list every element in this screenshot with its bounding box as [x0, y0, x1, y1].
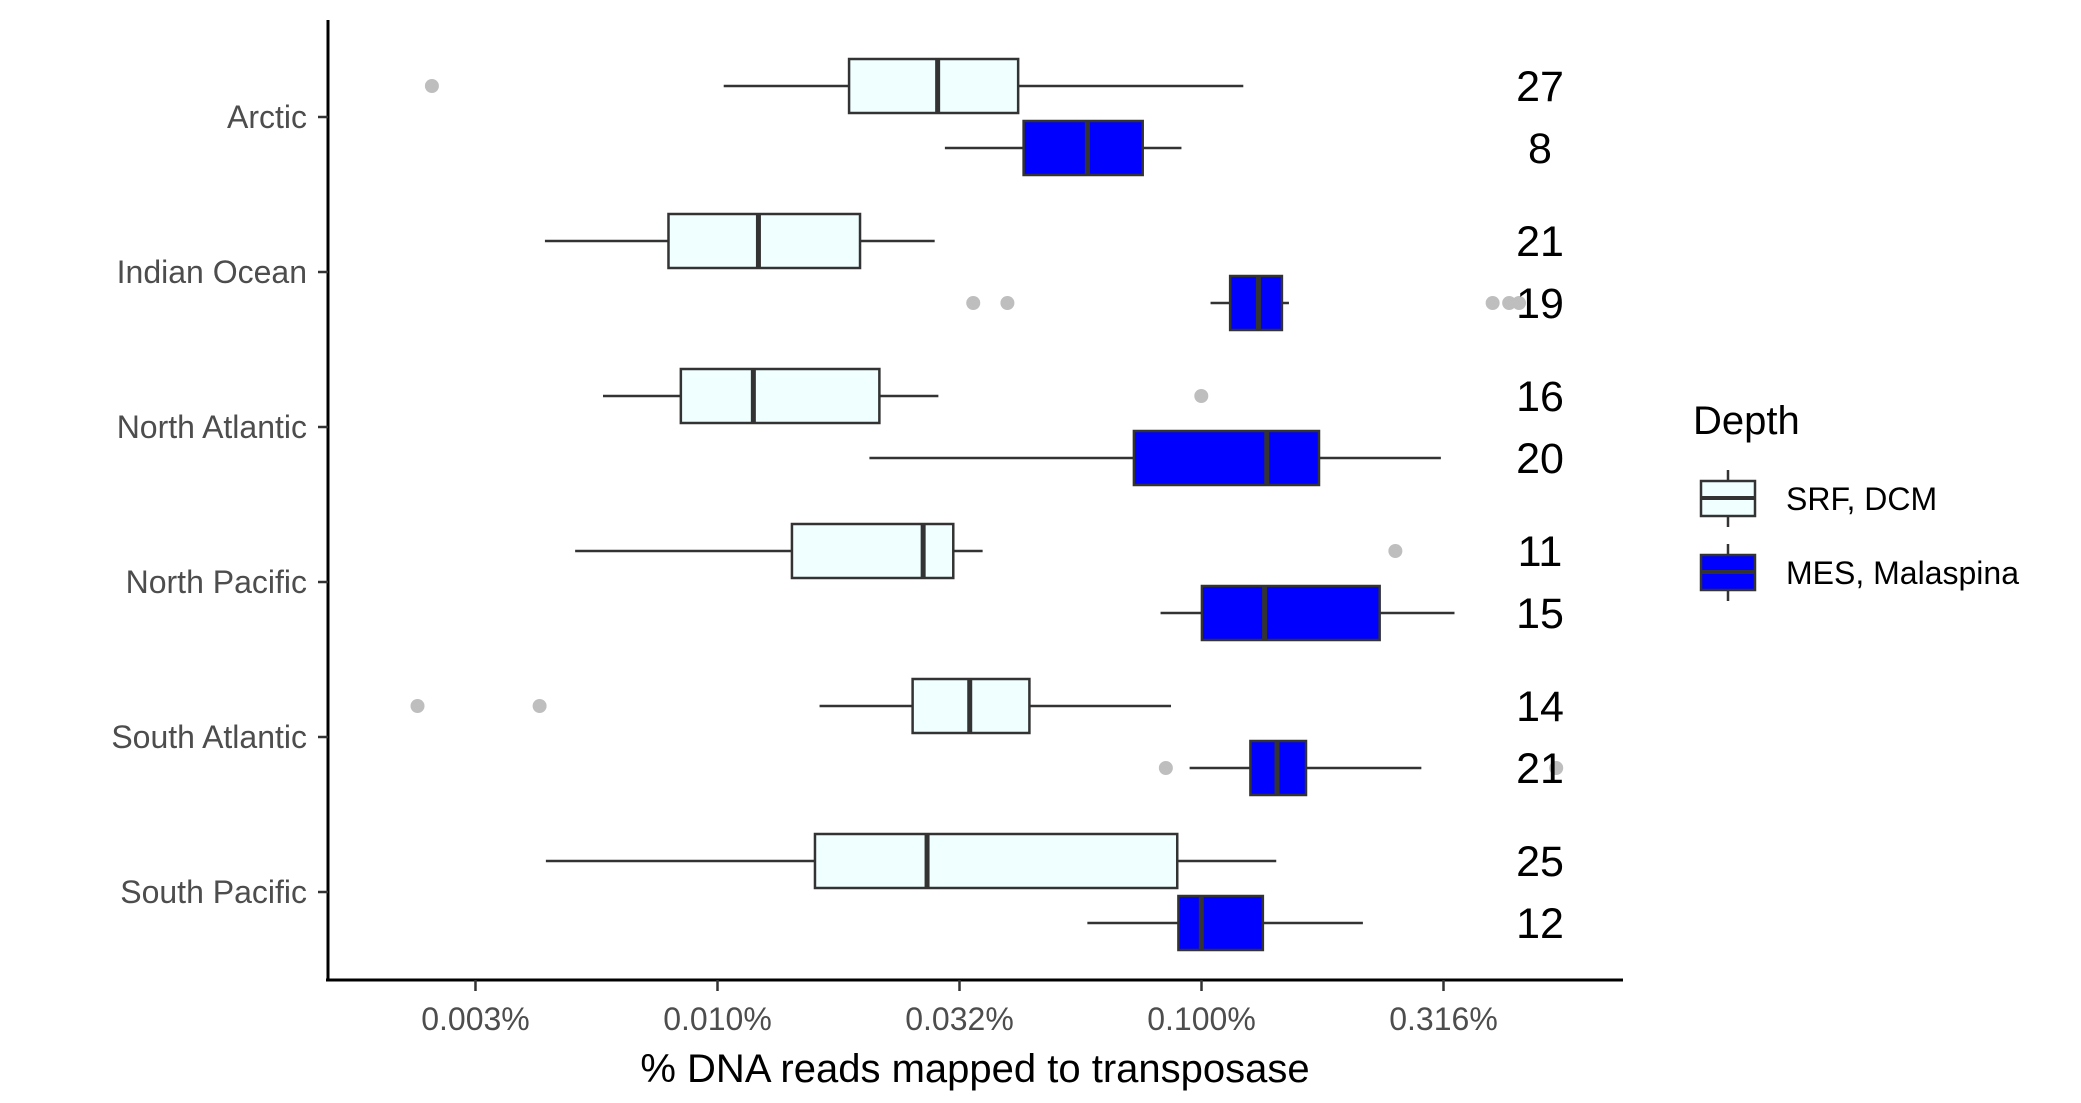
- sample-size-labels: 27 21 16 11 14 25 8 19 20 15 21 12: [1516, 63, 1564, 948]
- box-srf: [424, 57, 1244, 115]
- box-iqr: [847, 57, 1020, 115]
- box-iqr: [1200, 584, 1381, 642]
- box-srf: [410, 677, 1172, 735]
- box-iqr: [813, 832, 1179, 890]
- x-tick-label: 0.100%: [1147, 1001, 1256, 1037]
- box-mes: [869, 429, 1441, 487]
- sample-count: 8: [1528, 125, 1552, 173]
- box-iqr: [1132, 429, 1321, 487]
- sample-count: 21: [1516, 745, 1564, 793]
- outlier-point: [1549, 761, 1564, 775]
- sample-count: 21: [1516, 218, 1564, 266]
- outlier-point: [1485, 296, 1500, 310]
- sample-count: 27: [1516, 63, 1564, 111]
- box-iqr: [679, 367, 881, 425]
- category-label: North Pacific: [126, 564, 307, 600]
- category-label: South Atlantic: [111, 719, 307, 755]
- sample-count: 12: [1516, 900, 1564, 948]
- sample-count: 20: [1516, 435, 1564, 483]
- x-tick-label: 0.032%: [905, 1001, 1014, 1037]
- box-iqr: [790, 522, 955, 580]
- outlier-point: [1158, 761, 1173, 775]
- box-mes: [966, 274, 1527, 332]
- outlier-point: [410, 699, 425, 713]
- box-iqr: [1022, 119, 1144, 177]
- box-srf: [575, 522, 1403, 580]
- box-mes: [1087, 894, 1363, 952]
- box-srf: [544, 212, 935, 270]
- outlier-point: [1194, 389, 1209, 403]
- box-srf: [545, 832, 1277, 890]
- box-mes: [1160, 584, 1455, 642]
- sample-count: 19: [1516, 280, 1564, 328]
- box-iqr: [667, 212, 862, 270]
- y-axis-categories: Arctic Indian Ocean North Atlantic North Pa…: [111, 99, 328, 910]
- outlier-point: [1502, 296, 1517, 310]
- plot-marks: [410, 57, 1564, 952]
- category-label: North Atlantic: [117, 409, 307, 445]
- legend-label-srf: SRF, DCM: [1786, 481, 1937, 517]
- legend: Depth SRF, DCM MES, Malaspina: [1693, 399, 2019, 601]
- sample-count: 16: [1516, 373, 1564, 421]
- legend-title: Depth: [1693, 399, 1800, 443]
- outlier-point: [966, 296, 981, 310]
- legend-item-mes: MES, Malaspina: [1699, 544, 2019, 601]
- x-tick-label: 0.003%: [421, 1001, 530, 1037]
- outlier-point: [532, 699, 547, 713]
- sample-count: 15: [1516, 590, 1564, 638]
- category-label: Indian Ocean: [117, 254, 307, 290]
- box-iqr: [1177, 894, 1265, 952]
- sample-count: 25: [1516, 838, 1564, 886]
- legend-item-srf: SRF, DCM: [1699, 470, 1937, 527]
- sample-count: 14: [1516, 683, 1564, 731]
- x-tick-label: 0.316%: [1389, 1001, 1498, 1037]
- x-axis-title: % DNA reads mapped to transposase: [640, 1047, 1309, 1091]
- x-axis-ticks: 0.003% 0.010% 0.032% 0.100% 0.316%: [421, 980, 1498, 1037]
- legend-label-mes: MES, Malaspina: [1786, 555, 2019, 591]
- sample-count: 11: [1518, 528, 1563, 576]
- box-srf: [602, 367, 1209, 425]
- outlier-point: [1000, 296, 1015, 310]
- box-mes: [1158, 739, 1564, 797]
- box-mes: [944, 119, 1182, 177]
- outlier-point: [424, 79, 439, 93]
- outlier-point: [1512, 296, 1527, 310]
- category-label: Arctic: [227, 99, 307, 135]
- category-label: South Pacific: [120, 874, 307, 910]
- outlier-point: [1388, 544, 1403, 558]
- x-tick-label: 0.010%: [663, 1001, 772, 1037]
